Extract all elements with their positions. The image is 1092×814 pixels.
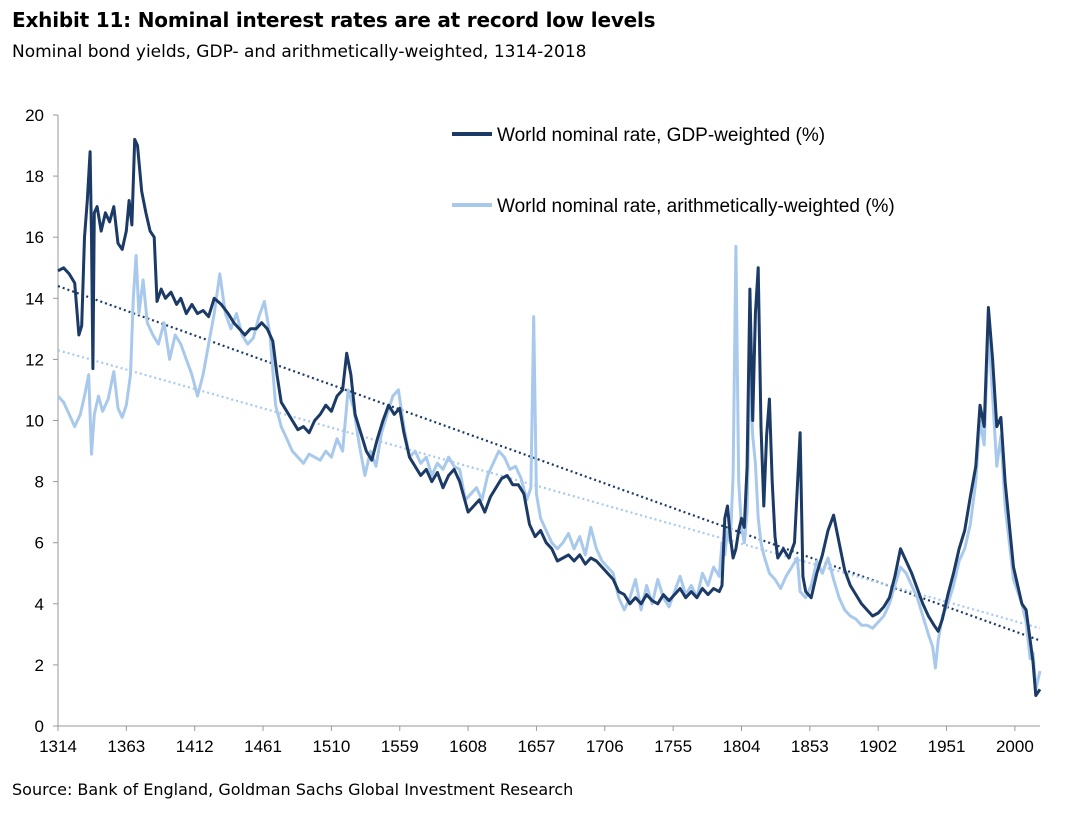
legend-label: World nominal rate, GDP-weighted (%)	[497, 125, 825, 146]
y-tick-label: 6	[35, 534, 44, 553]
x-tick-label: 1706	[586, 737, 624, 756]
y-tick-label: 18	[25, 167, 44, 186]
x-tick-label: 1412	[176, 737, 214, 756]
y-tick-label: 14	[25, 289, 44, 308]
x-tick-label: 1657	[518, 737, 556, 756]
y-tick-label: 2	[35, 656, 44, 675]
x-tick-label: 1510	[312, 737, 350, 756]
axes: 0 2 4 6 8 10 12 14 16 18 20 1314 1363 1412 1461 1510 155…	[25, 106, 1040, 756]
x-tick-label: 1951	[928, 737, 966, 756]
y-tick-label: 16	[25, 228, 44, 247]
x-tick-label: 1559	[381, 737, 419, 756]
x-tick-label: 1608	[449, 737, 487, 756]
x-tick-label: 1755	[654, 737, 692, 756]
x-tick-label: 1363	[107, 737, 145, 756]
x-tick-label: 1461	[244, 737, 282, 756]
chart-subtitle: Nominal bond yields, GDP- and arithmetic…	[12, 42, 587, 62]
series-line-gdp-weighted	[57, 137, 1042, 697]
series-lines	[56, 137, 1042, 697]
source-note: Source: Bank of England, Goldman Sachs G…	[12, 780, 574, 799]
trendline	[57, 285, 1041, 642]
x-tick-label: 1853	[791, 737, 829, 756]
y-tick-label: 12	[25, 350, 44, 369]
legend-label: World nominal rate, arithmetically-weigh…	[497, 196, 895, 217]
trendline	[57, 349, 1041, 630]
x-tick-label: 1902	[859, 737, 897, 756]
x-tick-label: 1804	[723, 737, 761, 756]
x-tick-label: 1314	[39, 737, 77, 756]
series-line-arithmetically-weighted	[56, 244, 1042, 691]
y-tick-label: 20	[25, 106, 44, 125]
y-tick-label: 10	[25, 412, 44, 431]
chart-title: Exhibit 11: Nominal interest rates are a…	[12, 8, 656, 32]
x-tick-label: 2000	[996, 737, 1034, 756]
y-tick-label: 8	[35, 473, 44, 492]
y-tick-label: 0	[35, 717, 44, 736]
y-tick-label: 4	[35, 595, 44, 614]
legend: World nominal rate, GDP-weighted (%) Worl…	[452, 125, 895, 217]
trendlines	[57, 285, 1041, 642]
